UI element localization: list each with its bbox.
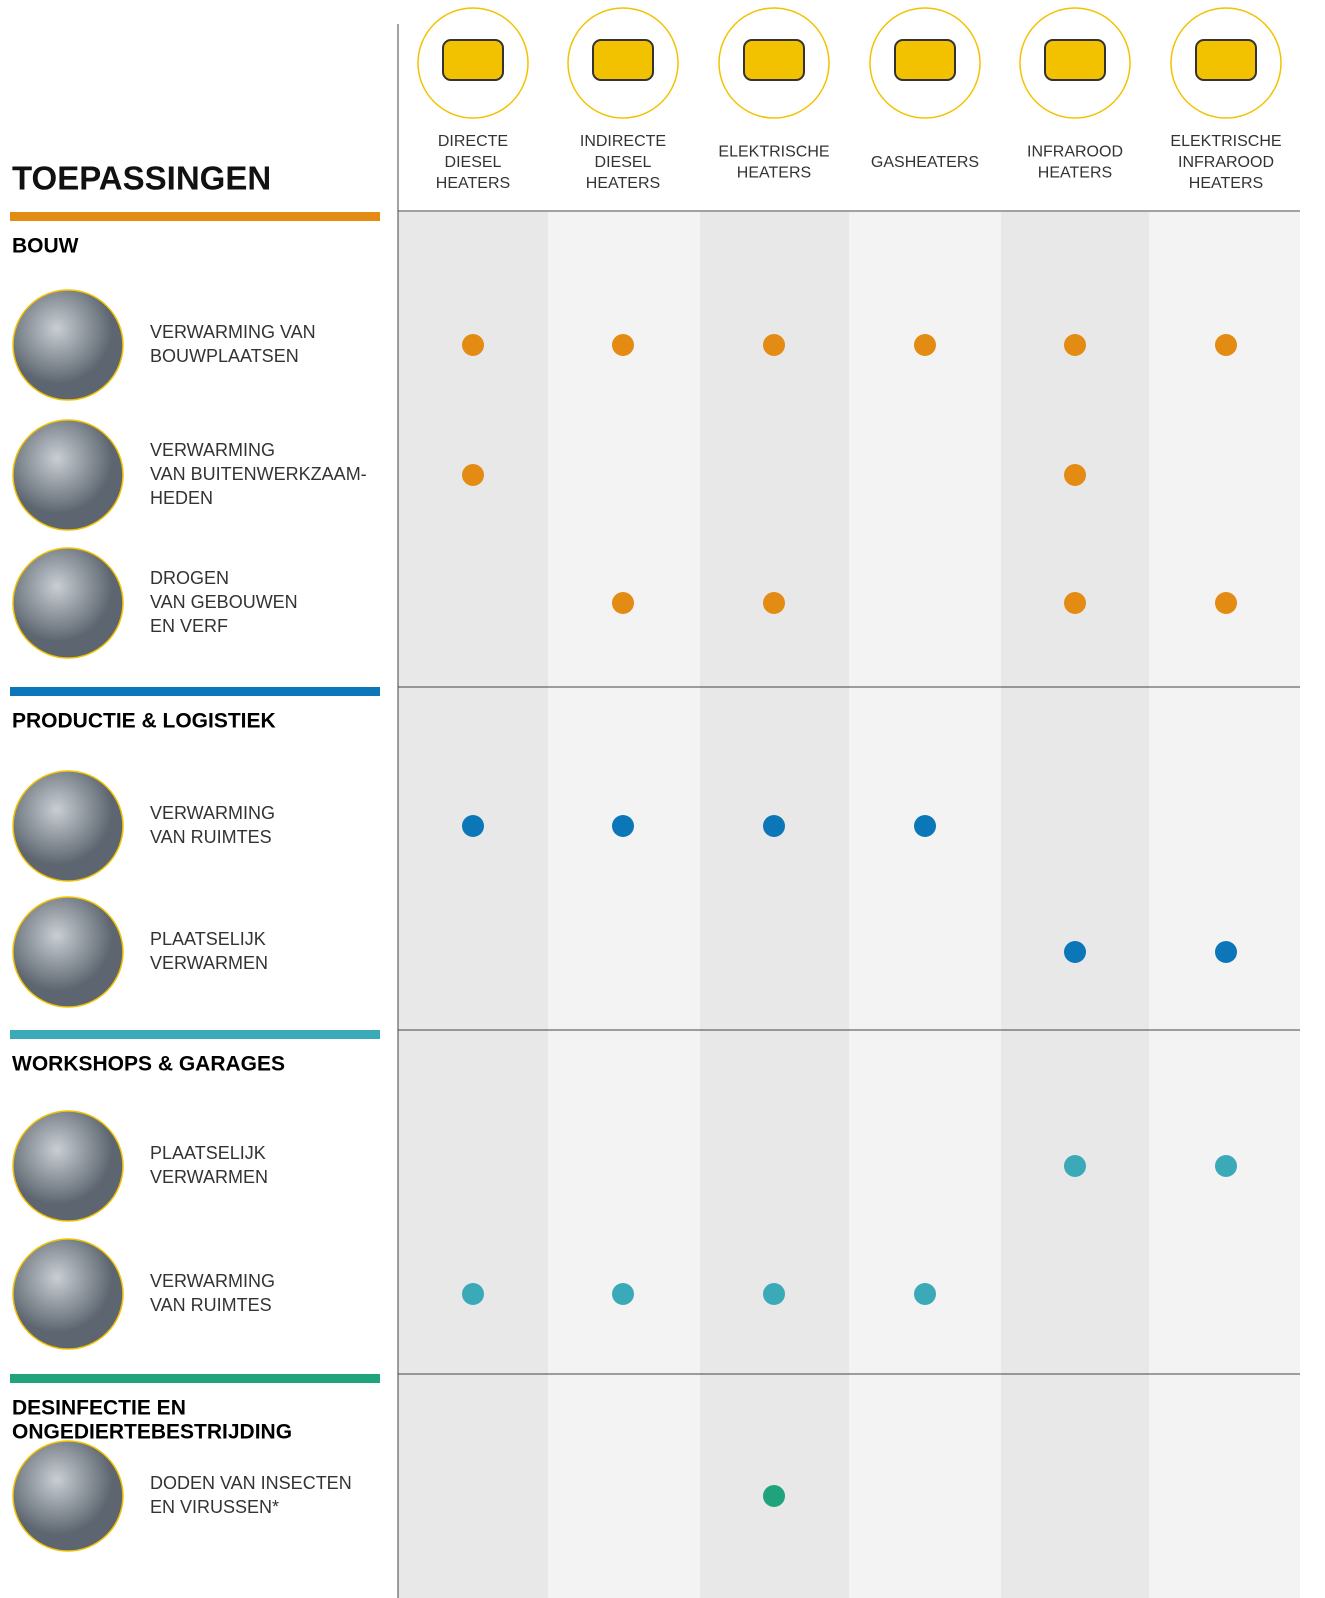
column-label: ELEKTRISCHE <box>718 144 829 161</box>
dot <box>462 1283 484 1305</box>
column-label: INDIRECTE <box>580 133 666 150</box>
row-photo <box>13 1239 123 1349</box>
column-label: HEATERS <box>1038 165 1112 182</box>
section-bar <box>10 1030 380 1039</box>
section-title: ONGEDIERTEBESTRIJDING <box>12 1421 292 1444</box>
row-label: DROGEN <box>150 568 229 588</box>
dot <box>914 1283 936 1305</box>
row-label: VERWARMING <box>150 803 275 823</box>
column-label: DIRECTE <box>438 133 508 150</box>
dot <box>914 815 936 837</box>
column-label: GASHEATERS <box>871 154 979 171</box>
product-shape <box>593 40 653 80</box>
column-label: ELEKTRISCHE <box>1170 133 1281 150</box>
dot <box>914 334 936 356</box>
column-stripe <box>849 212 1001 1598</box>
row-label: HEDEN <box>150 488 213 508</box>
row-photo <box>13 290 123 400</box>
section-title: WORKSHOPS & GARAGES <box>12 1053 285 1076</box>
row-label: VERWARMING <box>150 440 275 460</box>
dot <box>1215 941 1237 963</box>
section-bar <box>10 687 380 696</box>
dot <box>763 592 785 614</box>
column-label: HEATERS <box>737 165 811 182</box>
column-label: DIESEL <box>595 154 652 171</box>
dot <box>1064 334 1086 356</box>
product-shape <box>1196 40 1256 80</box>
column-stripe <box>398 212 548 1598</box>
row-photo <box>13 1111 123 1221</box>
dot <box>763 1283 785 1305</box>
page: {"header": {"title": "TOEPASSINGEN", "co… <box>0 0 1325 1598</box>
row-label: VERWARMING VAN <box>150 322 316 342</box>
row-photo <box>13 420 123 530</box>
row-label: VAN BUITENWERKZAAM- <box>150 464 367 484</box>
column-label: HEATERS <box>1189 175 1263 192</box>
dot <box>462 464 484 486</box>
dot <box>1215 334 1237 356</box>
dot <box>612 1283 634 1305</box>
column-label: INFRAROOD <box>1027 144 1123 161</box>
matrix: TOEPASSINGEN DIRECTE DIESEL HEATERS INDIREC… <box>0 0 1325 1598</box>
row-photo <box>13 1441 123 1551</box>
row-label: VERWARMING <box>150 1271 275 1291</box>
product-shape <box>744 40 804 80</box>
column-label: INFRAROOD <box>1178 154 1274 171</box>
row-label: VAN RUIMTES <box>150 827 272 847</box>
section-title: DESINFECTIE EN <box>12 1397 186 1420</box>
section-bar <box>10 1374 380 1383</box>
column-label: DIESEL <box>445 154 502 171</box>
row-photo <box>13 897 123 1007</box>
column-stripe <box>1001 212 1149 1598</box>
dot <box>1064 1155 1086 1177</box>
column-stripe <box>548 212 700 1598</box>
row-label: DODEN VAN INSECTEN <box>150 1473 352 1493</box>
dot <box>612 334 634 356</box>
dot <box>462 334 484 356</box>
row-label: VAN GEBOUWEN <box>150 592 298 612</box>
dot <box>1064 941 1086 963</box>
row-label: VERWARMEN <box>150 953 268 973</box>
row-label: BOUWPLAATSEN <box>150 346 299 366</box>
dot <box>1064 464 1086 486</box>
row-label: EN VERF <box>150 616 228 636</box>
section-title: BOUW <box>12 235 79 258</box>
column-label: HEATERS <box>586 175 660 192</box>
dot <box>1064 592 1086 614</box>
column-label: HEATERS <box>436 175 510 192</box>
row-photo <box>13 771 123 881</box>
dot <box>763 334 785 356</box>
dot <box>763 1485 785 1507</box>
dot <box>1215 1155 1237 1177</box>
row-photo <box>13 548 123 658</box>
section-title: PRODUCTIE & LOGISTIEK <box>12 710 276 733</box>
column-stripe <box>700 212 849 1598</box>
row-label: PLAATSELIJK <box>150 1143 266 1163</box>
row-label: EN VIRUSSEN* <box>150 1497 279 1517</box>
dot <box>462 815 484 837</box>
page-title: TOEPASSINGEN <box>12 160 271 197</box>
row-label: VERWARMEN <box>150 1167 268 1187</box>
product-shape <box>1045 40 1105 80</box>
product-shape <box>443 40 503 80</box>
dot <box>1215 592 1237 614</box>
section-bar <box>10 212 380 221</box>
row-label: PLAATSELIJK <box>150 929 266 949</box>
row-label: VAN RUIMTES <box>150 1295 272 1315</box>
dot <box>612 815 634 837</box>
dot <box>612 592 634 614</box>
column-stripe <box>1149 212 1300 1598</box>
dot <box>763 815 785 837</box>
product-shape <box>895 40 955 80</box>
